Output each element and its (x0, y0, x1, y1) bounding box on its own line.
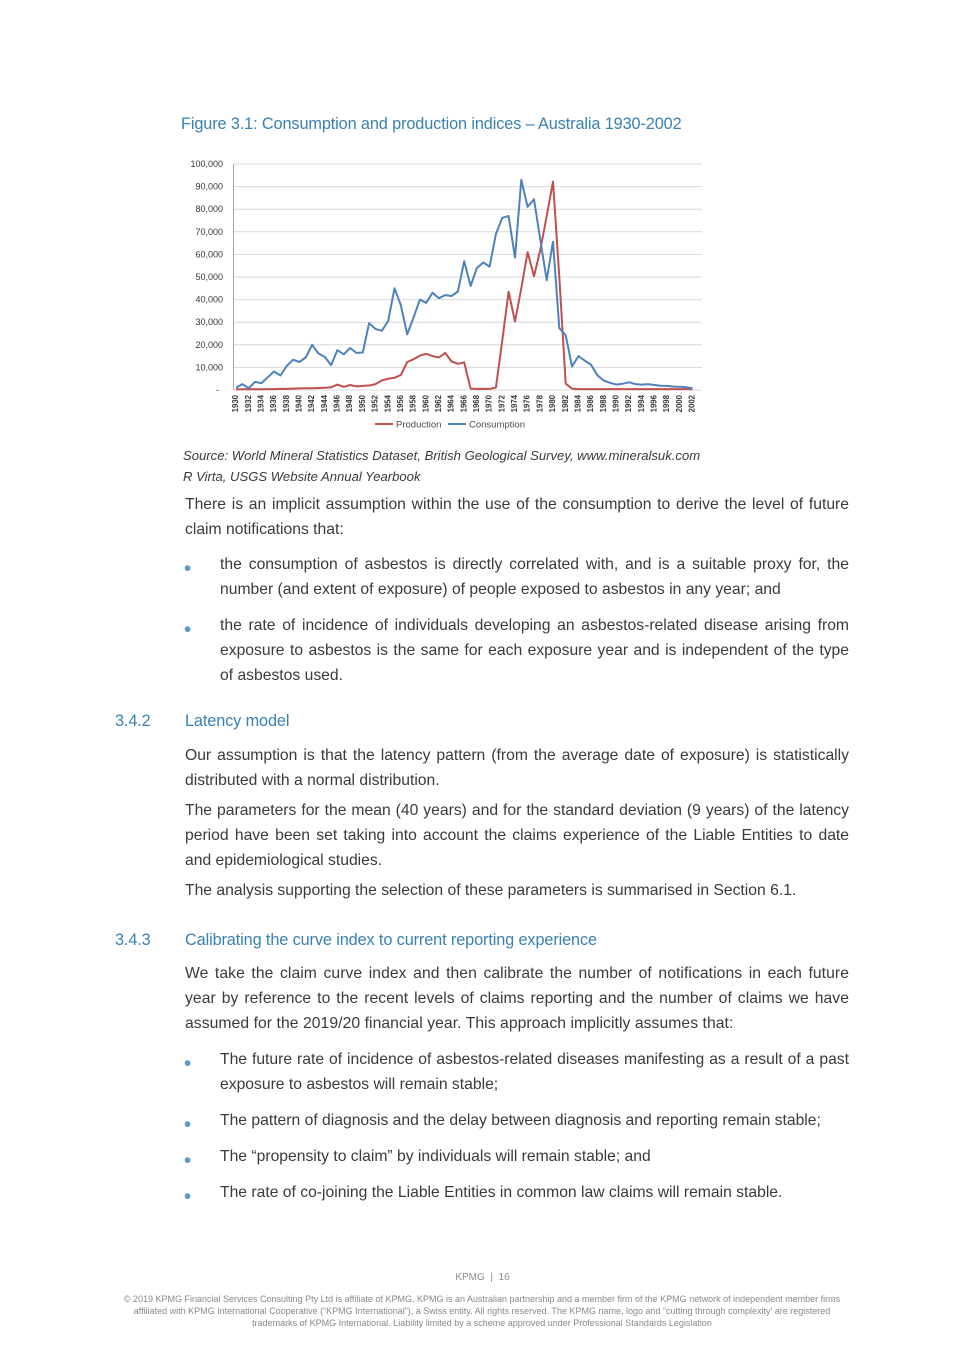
svg-text:1966: 1966 (459, 394, 468, 412)
svg-text:1994: 1994 (637, 394, 646, 412)
svg-text:1942: 1942 (307, 394, 316, 412)
svg-text:1982: 1982 (561, 394, 570, 412)
svg-text:1976: 1976 (523, 394, 532, 412)
svg-text:60,000: 60,000 (195, 249, 223, 259)
svg-text:1952: 1952 (371, 394, 380, 412)
svg-text:1974: 1974 (510, 394, 519, 412)
svg-text:1950: 1950 (358, 394, 367, 412)
svg-text:80,000: 80,000 (195, 204, 223, 214)
svg-text:1932: 1932 (244, 394, 253, 412)
svg-text:1948: 1948 (345, 394, 354, 412)
svg-text:50,000: 50,000 (195, 272, 223, 282)
svg-text:1972: 1972 (497, 394, 506, 412)
svg-text:1960: 1960 (421, 394, 430, 412)
svg-text:1954: 1954 (383, 394, 392, 412)
svg-text:2002: 2002 (688, 394, 697, 412)
svg-text:20,000: 20,000 (195, 340, 223, 350)
svg-text:1984: 1984 (573, 394, 582, 412)
svg-text:30,000: 30,000 (195, 317, 223, 327)
svg-text:1934: 1934 (256, 394, 265, 412)
svg-text:1962: 1962 (434, 394, 443, 412)
svg-text:Consumption: Consumption (469, 420, 525, 431)
svg-text:100,000: 100,000 (190, 159, 223, 169)
svg-text:10,000: 10,000 (195, 362, 223, 372)
svg-text:1986: 1986 (586, 394, 595, 412)
svg-text:1998: 1998 (662, 394, 671, 412)
svg-text:40,000: 40,000 (195, 295, 223, 305)
svg-text:1968: 1968 (472, 394, 481, 412)
svg-text:1958: 1958 (409, 394, 418, 412)
svg-text:1938: 1938 (282, 394, 291, 412)
svg-text:1992: 1992 (624, 394, 633, 412)
svg-text:1978: 1978 (535, 394, 544, 412)
svg-text:1996: 1996 (649, 394, 658, 412)
svg-text:1944: 1944 (320, 394, 329, 412)
svg-text:1964: 1964 (447, 394, 456, 412)
svg-text:Production: Production (396, 420, 441, 431)
svg-text:2000: 2000 (675, 394, 684, 412)
svg-text:1940: 1940 (294, 394, 303, 412)
svg-text:1956: 1956 (396, 394, 405, 412)
svg-text:1946: 1946 (332, 394, 341, 412)
svg-text:1990: 1990 (611, 394, 620, 412)
svg-text:70,000: 70,000 (195, 227, 223, 237)
svg-text:1930: 1930 (231, 394, 240, 412)
svg-text:1970: 1970 (485, 394, 494, 412)
svg-text:-: - (216, 385, 219, 395)
svg-text:1936: 1936 (269, 394, 278, 412)
svg-text:90,000: 90,000 (195, 182, 223, 192)
svg-text:1980: 1980 (548, 394, 557, 412)
svg-text:1988: 1988 (599, 394, 608, 412)
